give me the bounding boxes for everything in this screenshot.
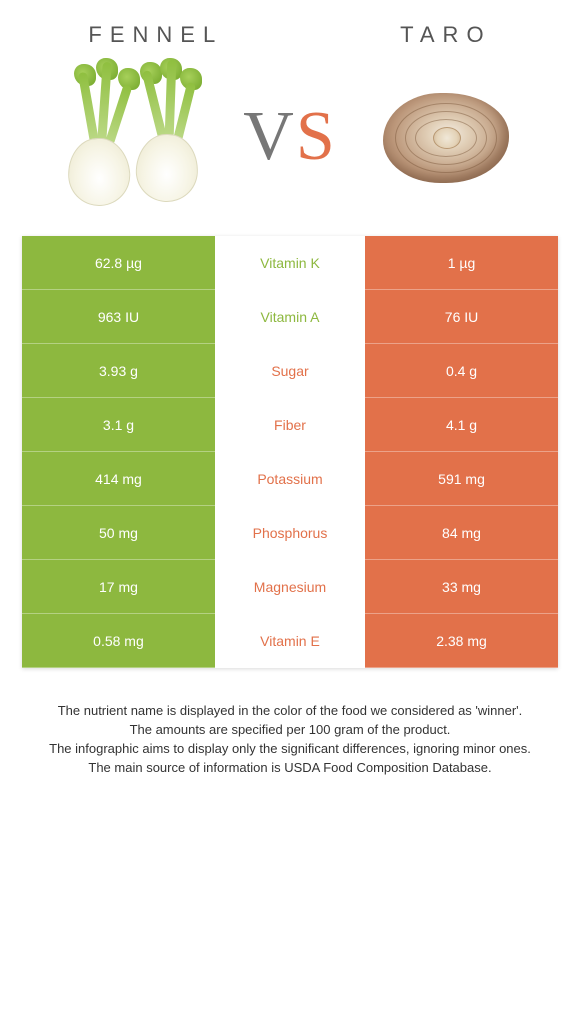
comparison-table-wrap: 62.8 µgVitamin K1 µg963 IUVitamin A76 IU… bbox=[0, 236, 580, 668]
right-value: 2.38 mg bbox=[365, 614, 558, 668]
nutrient-name: Phosphorus bbox=[215, 506, 365, 560]
right-value: 76 IU bbox=[365, 290, 558, 344]
right-value: 4.1 g bbox=[365, 398, 558, 452]
footer-line-1: The nutrient name is displayed in the co… bbox=[26, 702, 554, 721]
nutrient-name: Vitamin A bbox=[215, 290, 365, 344]
footer-line-2: The amounts are specified per 100 gram o… bbox=[26, 721, 554, 740]
left-value: 50 mg bbox=[22, 506, 215, 560]
comparison-table: 62.8 µgVitamin K1 µg963 IUVitamin A76 IU… bbox=[22, 236, 558, 668]
vs-s: S bbox=[296, 98, 337, 175]
right-value: 591 mg bbox=[365, 452, 558, 506]
header: Fennel Taro bbox=[0, 0, 580, 56]
right-value: 1 µg bbox=[365, 236, 558, 290]
right-value: 0.4 g bbox=[365, 344, 558, 398]
nutrient-name: Fiber bbox=[215, 398, 365, 452]
footer-line-4: The main source of information is USDA F… bbox=[26, 759, 554, 778]
nutrient-name: Magnesium bbox=[215, 560, 365, 614]
left-value: 3.1 g bbox=[22, 398, 215, 452]
left-value: 3.93 g bbox=[22, 344, 215, 398]
left-food-title: Fennel bbox=[88, 22, 223, 48]
table-row: 0.58 mgVitamin E2.38 mg bbox=[22, 614, 558, 668]
left-value: 414 mg bbox=[22, 452, 215, 506]
footer-notes: The nutrient name is displayed in the co… bbox=[0, 668, 580, 777]
taro-image bbox=[361, 62, 531, 212]
nutrient-name: Vitamin K bbox=[215, 236, 365, 290]
table-row: 3.1 gFiber4.1 g bbox=[22, 398, 558, 452]
nutrient-name: Vitamin E bbox=[215, 614, 365, 668]
table-row: 50 mgPhosphorus84 mg bbox=[22, 506, 558, 560]
table-row: 3.93 gSugar0.4 g bbox=[22, 344, 558, 398]
right-food-title: Taro bbox=[400, 22, 491, 48]
fennel-image bbox=[49, 62, 219, 212]
table-row: 963 IUVitamin A76 IU bbox=[22, 290, 558, 344]
left-value: 0.58 mg bbox=[22, 614, 215, 668]
right-value: 84 mg bbox=[365, 506, 558, 560]
hero-row: VS bbox=[0, 56, 580, 236]
left-value: 62.8 µg bbox=[22, 236, 215, 290]
table-row: 62.8 µgVitamin K1 µg bbox=[22, 236, 558, 290]
nutrient-name: Sugar bbox=[215, 344, 365, 398]
vs-v: V bbox=[243, 98, 296, 175]
vs-label: VS bbox=[243, 97, 337, 177]
left-value: 963 IU bbox=[22, 290, 215, 344]
left-value: 17 mg bbox=[22, 560, 215, 614]
right-value: 33 mg bbox=[365, 560, 558, 614]
nutrient-name: Potassium bbox=[215, 452, 365, 506]
table-row: 414 mgPotassium591 mg bbox=[22, 452, 558, 506]
table-row: 17 mgMagnesium33 mg bbox=[22, 560, 558, 614]
footer-line-3: The infographic aims to display only the… bbox=[26, 740, 554, 759]
